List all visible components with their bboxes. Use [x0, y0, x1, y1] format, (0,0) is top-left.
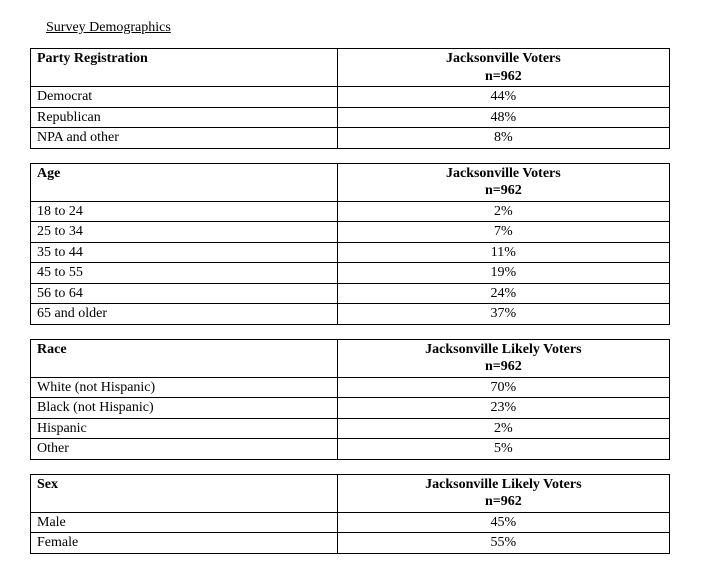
row-value: 2% [337, 201, 669, 222]
table-header-right: Jacksonville Votersn=962 [337, 49, 669, 87]
table-header-right: Jacksonville Likely Votersn=962 [337, 339, 669, 377]
demographic-table: Party RegistrationJacksonville Votersn=9… [30, 48, 670, 149]
row-label: 25 to 34 [31, 222, 338, 243]
page-title: Survey Demographics [46, 20, 684, 36]
table-row: 56 to 6424% [31, 283, 670, 304]
table-header-right-line1: Jacksonville Likely Voters [344, 476, 663, 494]
row-label: Black (not Hispanic) [31, 398, 338, 419]
table-row: Male45% [31, 512, 670, 533]
table-row: White (not Hispanic)70% [31, 377, 670, 398]
table-row: NPA and other8% [31, 128, 670, 149]
table-row: 18 to 242% [31, 201, 670, 222]
row-value: 48% [337, 107, 669, 128]
table-row: Female55% [31, 533, 670, 554]
table-header-right: Jacksonville Votersn=962 [337, 163, 669, 201]
table-row: Republican48% [31, 107, 670, 128]
row-value: 55% [337, 533, 669, 554]
row-value: 8% [337, 128, 669, 149]
row-value: 24% [337, 283, 669, 304]
row-value: 19% [337, 263, 669, 284]
row-value: 44% [337, 87, 669, 108]
row-label: Republican [31, 107, 338, 128]
row-value: 11% [337, 242, 669, 263]
row-value: 5% [337, 439, 669, 460]
table-header-right-line2: n=962 [344, 182, 663, 200]
row-value: 37% [337, 304, 669, 325]
table-header-left: Race [31, 339, 338, 377]
row-label: Male [31, 512, 338, 533]
row-label: 35 to 44 [31, 242, 338, 263]
row-value: 7% [337, 222, 669, 243]
table-row: 65 and older37% [31, 304, 670, 325]
row-label: Hispanic [31, 418, 338, 439]
table-header-right-line2: n=962 [344, 358, 663, 376]
table-row: 45 to 5519% [31, 263, 670, 284]
table-header-right: Jacksonville Likely Votersn=962 [337, 474, 669, 512]
table-header-right-line1: Jacksonville Voters [344, 165, 663, 183]
demographic-table: RaceJacksonville Likely Votersn=962White… [30, 339, 670, 460]
row-value: 23% [337, 398, 669, 419]
row-label: 56 to 64 [31, 283, 338, 304]
row-label: Other [31, 439, 338, 460]
table-header-right-line1: Jacksonville Voters [344, 50, 663, 68]
row-label: Female [31, 533, 338, 554]
row-label: White (not Hispanic) [31, 377, 338, 398]
row-value: 70% [337, 377, 669, 398]
row-value: 2% [337, 418, 669, 439]
row-label: Democrat [31, 87, 338, 108]
row-value: 45% [337, 512, 669, 533]
table-row: 25 to 347% [31, 222, 670, 243]
table-row: 35 to 4411% [31, 242, 670, 263]
row-label: 18 to 24 [31, 201, 338, 222]
table-row: Other5% [31, 439, 670, 460]
row-label: 45 to 55 [31, 263, 338, 284]
table-header-left: Party Registration [31, 49, 338, 87]
table-header-left: Sex [31, 474, 338, 512]
row-label: 65 and older [31, 304, 338, 325]
table-row: Hispanic2% [31, 418, 670, 439]
table-header-right-line1: Jacksonville Likely Voters [344, 341, 663, 359]
demographic-table: AgeJacksonville Votersn=96218 to 242%25 … [30, 163, 670, 325]
row-label: NPA and other [31, 128, 338, 149]
table-row: Democrat44% [31, 87, 670, 108]
table-header-right-line2: n=962 [344, 68, 663, 86]
table-row: Black (not Hispanic)23% [31, 398, 670, 419]
tables-container: Party RegistrationJacksonville Votersn=9… [30, 48, 684, 554]
table-header-left: Age [31, 163, 338, 201]
demographic-table: SexJacksonville Likely Votersn=962Male45… [30, 474, 670, 554]
